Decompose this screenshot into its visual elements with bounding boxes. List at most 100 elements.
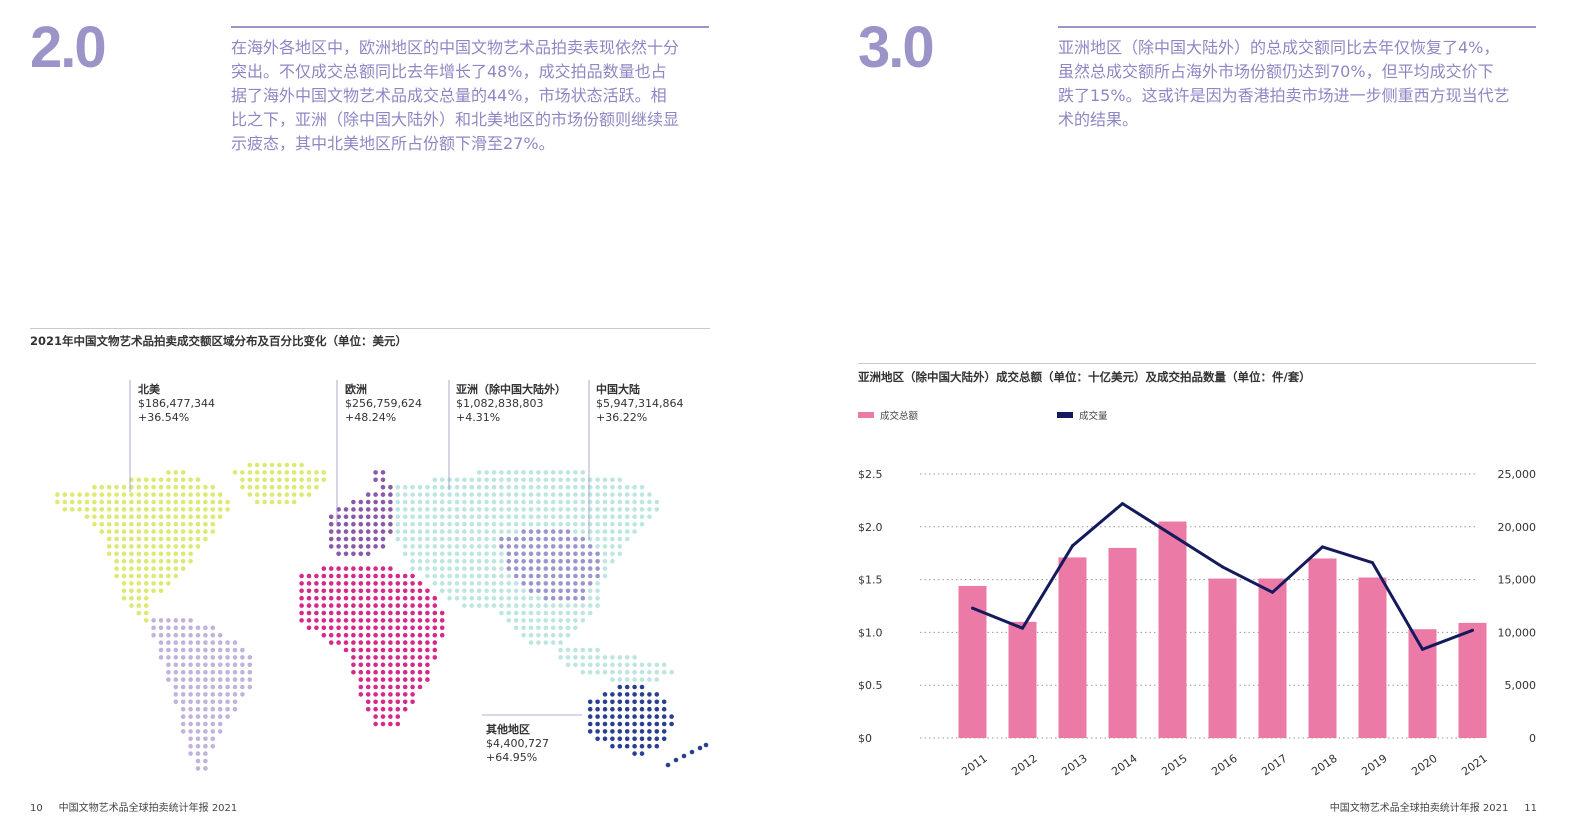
map-dot bbox=[351, 655, 356, 660]
map-dot bbox=[491, 551, 497, 557]
map-dot bbox=[373, 470, 378, 475]
map-dot bbox=[395, 588, 401, 594]
header-rule-left bbox=[231, 26, 709, 28]
map-dot bbox=[617, 692, 623, 697]
map-dot bbox=[180, 706, 186, 712]
map-dot bbox=[195, 529, 201, 534]
intro-paragraph-left: 在海外各地区中，欧洲地区的中国文物艺术品拍卖表现依然十分 突出。不仅成交总额同比去… bbox=[231, 36, 721, 156]
map-dot bbox=[669, 669, 674, 675]
x-tick-label: 2014 bbox=[1109, 752, 1139, 779]
map-dot bbox=[129, 521, 134, 527]
map-dot bbox=[536, 603, 541, 608]
map-dot bbox=[632, 751, 637, 756]
map-dot bbox=[558, 536, 563, 542]
map-dot bbox=[661, 669, 667, 675]
map-dot bbox=[217, 655, 223, 660]
map-dot bbox=[447, 573, 452, 579]
map-dot bbox=[299, 581, 304, 586]
map-dot bbox=[639, 677, 645, 682]
y-left-tick-label: $0 bbox=[858, 732, 872, 745]
map-dot bbox=[143, 492, 149, 497]
map-dot bbox=[99, 507, 105, 512]
map-dot bbox=[617, 529, 623, 534]
map-dot bbox=[528, 507, 534, 512]
region-label-other: 其他地区 $4,400,727 +64.95% bbox=[486, 723, 549, 765]
map-dot bbox=[595, 706, 600, 712]
map-dot bbox=[439, 610, 445, 616]
map-dot bbox=[417, 655, 423, 660]
map-dot bbox=[610, 536, 615, 542]
map-dot bbox=[469, 544, 475, 549]
map-dot bbox=[380, 714, 386, 719]
x-tick-label: 2018 bbox=[1309, 752, 1339, 779]
map-dot bbox=[336, 551, 341, 557]
map-dot bbox=[136, 536, 142, 542]
map-dot bbox=[240, 669, 245, 675]
map-dot bbox=[499, 499, 504, 505]
map-dot bbox=[180, 721, 186, 727]
map-dot bbox=[402, 692, 408, 697]
map-dot bbox=[173, 507, 179, 512]
legend-swatch-navy bbox=[1057, 412, 1073, 418]
map-dot bbox=[632, 736, 637, 742]
map-dot bbox=[528, 581, 534, 586]
map-dot bbox=[247, 662, 253, 668]
map-dot bbox=[321, 470, 327, 475]
map-dot bbox=[402, 640, 408, 645]
map-dot bbox=[358, 684, 364, 690]
map-dot bbox=[595, 655, 600, 660]
map-dot bbox=[543, 551, 549, 557]
dot-world-map bbox=[55, 380, 709, 771]
footer-title: 中国文物艺术品全球拍卖统计年报 2021 bbox=[58, 803, 238, 814]
map-dot bbox=[180, 507, 186, 512]
map-dot bbox=[580, 618, 586, 623]
y-left-tick-label: $1.0 bbox=[858, 626, 883, 639]
map-dot bbox=[351, 573, 356, 579]
map-dot bbox=[114, 484, 119, 490]
map-dot bbox=[610, 492, 615, 497]
map-dot bbox=[610, 655, 615, 660]
map-dot bbox=[439, 566, 445, 571]
map-dot bbox=[269, 470, 275, 475]
map-dot bbox=[343, 595, 349, 601]
map-dot bbox=[129, 573, 134, 579]
map-dot bbox=[476, 558, 482, 564]
map-dot bbox=[195, 625, 201, 631]
map-dot bbox=[299, 477, 304, 483]
map-dot bbox=[210, 706, 216, 712]
map-dot bbox=[247, 492, 253, 497]
map-dot bbox=[602, 558, 608, 564]
map-dot bbox=[536, 551, 541, 557]
map-dot bbox=[499, 603, 504, 608]
map-dot bbox=[610, 514, 615, 520]
map-dot bbox=[195, 706, 201, 712]
map-dot bbox=[565, 618, 571, 623]
map-dot bbox=[536, 595, 541, 601]
map-dot bbox=[647, 514, 652, 520]
map-dot bbox=[254, 462, 260, 468]
map-dot bbox=[217, 684, 223, 690]
map-dot bbox=[395, 484, 401, 490]
map-dot bbox=[365, 499, 371, 505]
map-dot bbox=[587, 706, 593, 712]
map-dot bbox=[528, 536, 534, 542]
map-dot bbox=[565, 484, 571, 490]
map-dot bbox=[328, 544, 334, 549]
map-dot bbox=[136, 514, 142, 520]
map-dot bbox=[499, 470, 504, 475]
map-dot bbox=[595, 551, 600, 557]
map-dot bbox=[358, 603, 364, 608]
map-dot bbox=[402, 706, 408, 712]
map-dot bbox=[284, 499, 290, 505]
map-dot bbox=[373, 529, 378, 534]
map-dot bbox=[521, 618, 526, 623]
map-dot bbox=[543, 536, 549, 542]
map-dot bbox=[462, 536, 467, 542]
map-dot bbox=[402, 603, 408, 608]
map-dot bbox=[521, 492, 526, 497]
map-dot bbox=[469, 514, 475, 520]
map-dot bbox=[602, 536, 608, 542]
map-dot bbox=[114, 551, 119, 557]
map-dot bbox=[425, 521, 430, 527]
map-dot bbox=[195, 499, 201, 505]
